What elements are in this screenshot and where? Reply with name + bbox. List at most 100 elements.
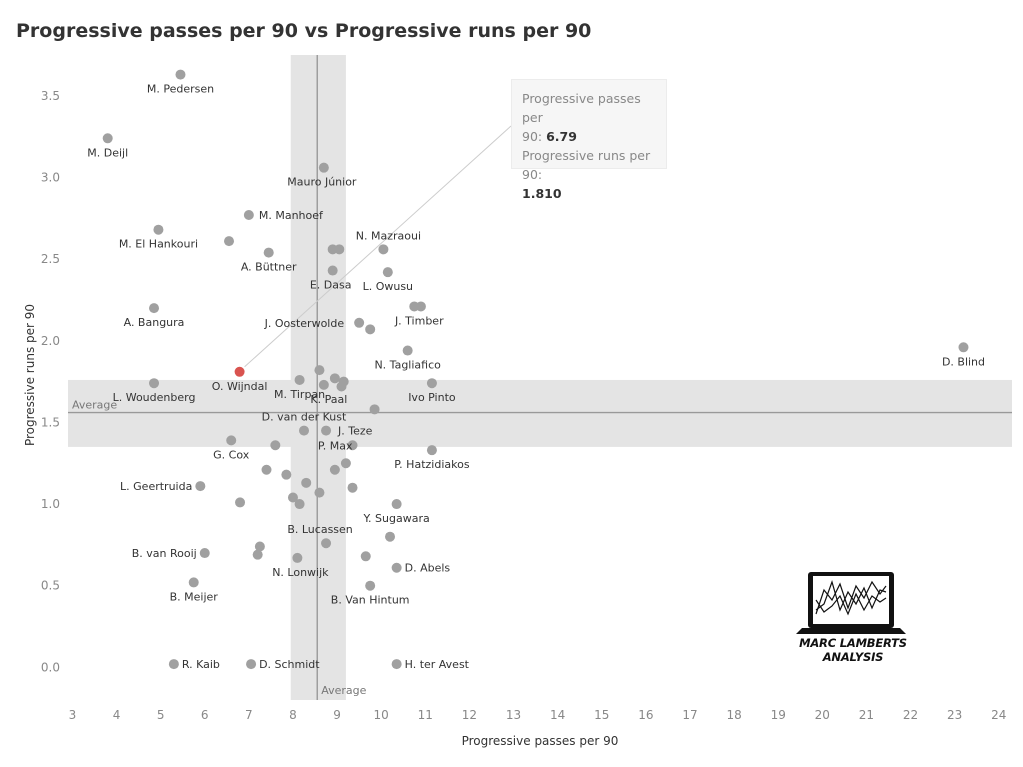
y-tick-label: 2.0: [41, 334, 60, 348]
data-point[interactable]: [153, 224, 164, 235]
x-tick-label: 13: [506, 708, 521, 722]
tooltip-x-value: 6.79: [546, 129, 577, 144]
data-point[interactable]: [299, 425, 309, 436]
data-point[interactable]: [263, 247, 274, 258]
highlighted-point[interactable]: [234, 366, 245, 377]
data-point[interactable]: [360, 551, 371, 562]
x-tick-label: 19: [771, 708, 786, 722]
data-point[interactable]: [329, 464, 340, 475]
point-label: M. Manhoef: [259, 209, 324, 222]
chart-title: Progressive passes per 90 vs Progressive…: [16, 20, 592, 42]
point-label: L. Geertruida: [120, 480, 192, 493]
data-point[interactable]: [426, 445, 437, 456]
data-point[interactable]: [415, 301, 426, 312]
data-point[interactable]: [391, 562, 402, 573]
x-tick-label: 7: [245, 708, 253, 722]
x-tick-label: 24: [991, 708, 1006, 722]
point-label: J. Teze: [337, 425, 373, 438]
x-tick-label: 18: [726, 708, 741, 722]
data-point[interactable]: [327, 265, 338, 276]
data-point[interactable]: [329, 373, 340, 384]
data-point[interactable]: [378, 244, 389, 255]
data-point[interactable]: [958, 342, 969, 353]
data-point[interactable]: [369, 404, 380, 415]
tooltip-y-label: Progressive runs per 90:: [522, 148, 651, 182]
data-point[interactable]: [391, 499, 402, 510]
data-point[interactable]: [347, 440, 358, 451]
data-point[interactable]: [287, 492, 298, 503]
data-point[interactable]: [261, 464, 272, 475]
data-point[interactable]: [338, 376, 349, 387]
data-point[interactable]: [226, 435, 237, 446]
data-point[interactable]: [168, 659, 179, 670]
data-point[interactable]: [314, 365, 325, 376]
y-tick-label: 0.5: [41, 579, 60, 593]
data-point[interactable]: [354, 317, 365, 328]
data-point[interactable]: [385, 531, 396, 542]
x-tick-label: 9: [333, 708, 341, 722]
data-point[interactable]: [426, 378, 437, 389]
point-label: A. Büttner: [241, 261, 297, 274]
y-average-band: [68, 379, 1012, 447]
data-point[interactable]: [391, 659, 402, 670]
highlighted-point-label: O. Wijndal: [212, 380, 268, 393]
data-point[interactable]: [321, 538, 332, 549]
data-point[interactable]: [149, 378, 160, 389]
point-label: P. Hatzidiakos: [394, 458, 470, 471]
point-label: P. Max: [318, 439, 353, 452]
point-label: D. Blind: [942, 355, 985, 368]
data-point[interactable]: [318, 379, 329, 390]
data-point[interactable]: [281, 469, 292, 480]
data-point[interactable]: [314, 487, 325, 498]
x-tick-label: 3: [69, 708, 77, 722]
data-point[interactable]: [224, 236, 235, 247]
data-point[interactable]: [149, 303, 160, 314]
tooltip-x-label: Progressive passes per: [522, 91, 641, 125]
point-label: B. Meijer: [170, 590, 219, 603]
data-point[interactable]: [294, 374, 305, 385]
data-point[interactable]: [292, 552, 303, 563]
data-point[interactable]: [175, 69, 186, 80]
data-point[interactable]: [382, 267, 393, 278]
data-point[interactable]: [243, 210, 254, 221]
average-lines: Average Average: [68, 55, 1012, 700]
data-point[interactable]: [102, 133, 113, 144]
data-point[interactable]: [195, 481, 206, 492]
x-tick-label: 14: [550, 708, 565, 722]
point-labels: M. Pedersen M. Deijl Mauro Júnior M. Manhoe…: [87, 83, 985, 671]
data-point[interactable]: [301, 477, 312, 488]
data-point[interactable]: [365, 580, 376, 591]
point-label: B. Lucassen: [287, 523, 352, 536]
point-label: R. Kaib: [182, 658, 220, 671]
y-axis-ticks: 0.0 0.5 1.0 1.5 2.0 2.5 3.0 3.5: [41, 89, 60, 675]
data-point[interactable]: [188, 577, 199, 588]
data-point[interactable]: [318, 162, 329, 173]
data-point[interactable]: [340, 458, 351, 469]
data-point[interactable]: [365, 324, 376, 335]
data-point[interactable]: [402, 345, 413, 356]
data-point[interactable]: [321, 425, 332, 436]
point-label: K. Paal: [310, 393, 347, 406]
x-tick-label: 17: [682, 708, 697, 722]
data-point[interactable]: [235, 497, 246, 508]
data-point[interactable]: [270, 440, 281, 451]
data-point[interactable]: [199, 548, 210, 559]
tooltip: Progressive passes per 90: 6.79 Progress…: [511, 79, 667, 201]
data-point[interactable]: [347, 482, 358, 493]
point-label: M. Deijl: [87, 146, 128, 159]
point-label: G. Cox: [213, 448, 250, 461]
point-label: M. Tirpan: [274, 388, 325, 401]
point-label: M. El Hankouri: [119, 238, 198, 251]
data-point[interactable]: [334, 244, 345, 255]
data-point[interactable]: [254, 541, 265, 552]
point-label: B. Van Hintum: [331, 594, 410, 607]
point-label: N. Lonwijk: [272, 566, 329, 579]
point-label: D. Abels: [405, 562, 451, 575]
x-tick-label: 20: [815, 708, 830, 722]
data-point[interactable]: [294, 499, 305, 510]
data-point[interactable]: [246, 659, 257, 670]
data-point[interactable]: [252, 549, 263, 560]
tooltip-connector: [244, 125, 512, 368]
y-tick-label: 1.5: [41, 415, 60, 429]
